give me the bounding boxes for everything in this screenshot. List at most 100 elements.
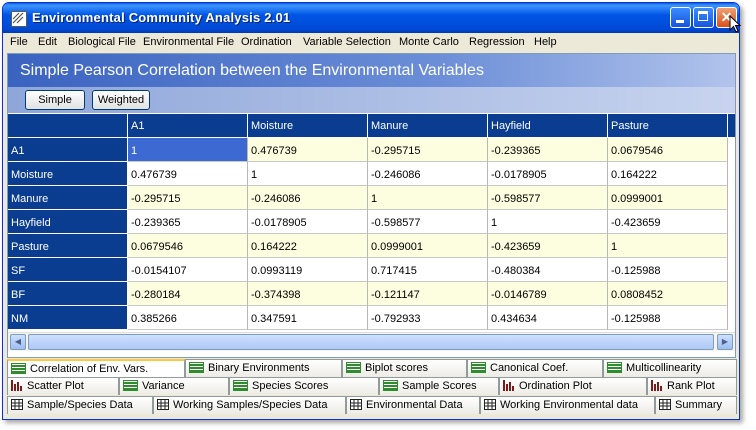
table-cell[interactable]: -0.0146789 (488, 282, 608, 306)
window-title: Environmental Community Analysis 2.01 (32, 10, 291, 25)
menu-variable-selection[interactable]: Variable Selection (303, 36, 391, 48)
table-cell[interactable]: -0.246086 (368, 162, 488, 186)
list-icon (123, 380, 138, 391)
tab-rank-plot[interactable]: Rank Plot (647, 377, 737, 395)
maximize-button[interactable] (693, 7, 714, 28)
column-header[interactable]: Moisture (248, 114, 368, 138)
row-header[interactable]: A1 (8, 138, 128, 162)
tab-binary-environments[interactable]: Binary Environments (185, 359, 342, 377)
row-header[interactable]: Moisture (8, 162, 128, 186)
table-cell[interactable]: -0.598577 (368, 210, 488, 234)
tab-variance[interactable]: Variance (119, 377, 229, 395)
table-cell[interactable]: 0.717415 (368, 258, 488, 282)
table-cell[interactable]: -0.125988 (608, 306, 728, 330)
table-icon (659, 399, 671, 410)
tab-scatter-plot[interactable]: Scatter Plot (7, 377, 119, 395)
row-header[interactable]: NM (8, 306, 128, 330)
table-cell[interactable]: -0.125988 (608, 258, 728, 282)
menu-environmental-file[interactable]: Environmental File (143, 36, 235, 48)
tab-ordination-plot[interactable]: Ordination Plot (499, 377, 647, 395)
list-icon (383, 380, 398, 391)
tab-environmental-data[interactable]: Environmental Data (346, 396, 480, 414)
scroll-right-button[interactable]: ▶ (717, 334, 733, 350)
weighted-button[interactable]: Weighted (92, 90, 150, 110)
row-header[interactable]: Manure (8, 186, 128, 210)
table-cell[interactable]: 0.0808452 (608, 282, 728, 306)
menu-ordination[interactable]: Ordination (241, 36, 292, 48)
table-cell[interactable]: 1 (608, 234, 728, 258)
table-cell[interactable]: -0.280184 (128, 282, 248, 306)
table-cell[interactable]: -0.423659 (488, 234, 608, 258)
menu-monte-carlo[interactable]: Monte Carlo (399, 36, 459, 48)
tab-working-samples-species-data[interactable]: Working Samples/Species Data (153, 396, 346, 414)
app-icon (11, 11, 27, 27)
table-row: NM 0.385266 0.347591 -0.792933 0.434634 … (8, 306, 735, 330)
minimize-button[interactable] (670, 7, 691, 28)
column-header[interactable]: Hayfield (488, 114, 608, 138)
table-cell[interactable]: 0.0993119 (248, 258, 368, 282)
table-cell[interactable]: -0.598577 (488, 186, 608, 210)
table-cell[interactable]: 1 (368, 186, 488, 210)
horizontal-scrollbar[interactable]: ◀ ▶ (8, 332, 735, 351)
table-cell[interactable]: -0.295715 (368, 138, 488, 162)
tab-biplot-scores[interactable]: Biplot scores (342, 359, 467, 377)
tab-multicollinearity[interactable]: Multicollinearity (603, 359, 737, 377)
table-cell[interactable]: -0.246086 (248, 186, 368, 210)
table-cell[interactable]: -0.239365 (128, 210, 248, 234)
table-cell[interactable]: 0.347591 (248, 306, 368, 330)
scroll-left-button[interactable]: ◀ (10, 334, 26, 350)
table-header-row: A1 Moisture Manure Hayfield Pasture (8, 114, 735, 138)
column-header[interactable]: Pasture (608, 114, 728, 138)
table-cell[interactable]: 0.164222 (248, 234, 368, 258)
tab-canonical-coef[interactable]: Canonical Coef. (467, 359, 603, 377)
table-cell[interactable]: -0.239365 (488, 138, 608, 162)
menu-bar: File Edit Biological File Environmental … (3, 33, 739, 52)
table-cell[interactable]: -0.0178905 (248, 210, 368, 234)
table-cell[interactable]: -0.295715 (128, 186, 248, 210)
menu-biological-file[interactable]: Biological File (68, 36, 136, 48)
tab-sample-species-data[interactable]: Sample/Species Data (7, 396, 153, 414)
table-cell[interactable]: 0.476739 (128, 162, 248, 186)
table-cell[interactable]: -0.480384 (488, 258, 608, 282)
table-cell[interactable]: 0.164222 (608, 162, 728, 186)
row-header[interactable]: Hayfield (8, 210, 128, 234)
menu-file[interactable]: File (10, 36, 28, 48)
tab-correlation-of-env-vars[interactable]: Correlation of Env. Vars. (7, 359, 185, 377)
menu-edit[interactable]: Edit (38, 36, 57, 48)
table-cell[interactable]: 1 (248, 162, 368, 186)
table-cell[interactable]: -0.0178905 (488, 162, 608, 186)
correlation-panel: Simple Pearson Correlation between the E… (7, 53, 736, 358)
column-header[interactable]: A1 (128, 114, 248, 138)
menu-help[interactable]: Help (534, 36, 557, 48)
table-cell[interactable]: -0.423659 (608, 210, 728, 234)
table-cell[interactable]: 0.0679546 (128, 234, 248, 258)
table-cell[interactable]: -0.374398 (248, 282, 368, 306)
row-header[interactable]: BF (8, 282, 128, 306)
table-cell[interactable]: 0.476739 (248, 138, 368, 162)
table-cell[interactable]: 0.385266 (128, 306, 248, 330)
column-header[interactable]: Manure (368, 114, 488, 138)
tab-summary[interactable]: Summary (655, 396, 737, 414)
scroll-thumb[interactable] (28, 334, 714, 350)
table-cell-selected[interactable]: 1 (128, 138, 248, 162)
table-row: Moisture 0.476739 1 -0.246086 -0.0178905… (8, 162, 735, 186)
simple-button[interactable]: Simple (25, 90, 85, 110)
table-cell[interactable]: 1 (488, 210, 608, 234)
table-cell[interactable]: 0.0679546 (608, 138, 728, 162)
table-cell[interactable]: 0.0999001 (608, 186, 728, 210)
menu-regression[interactable]: Regression (469, 36, 525, 48)
minimize-icon (676, 20, 684, 23)
list-icon (346, 362, 361, 373)
row-header[interactable]: Pasture (8, 234, 128, 258)
table-cell[interactable]: 0.434634 (488, 306, 608, 330)
tab-species-scores[interactable]: Species Scores (229, 377, 379, 395)
row-header[interactable]: SF (8, 258, 128, 282)
table-icon (11, 399, 23, 410)
table-cell[interactable]: -0.121147 (368, 282, 488, 306)
tab-working-environmental-data[interactable]: Working Environmental data (480, 396, 655, 414)
table-cell[interactable]: -0.0154107 (128, 258, 248, 282)
table-cell[interactable]: -0.792933 (368, 306, 488, 330)
table-cell[interactable]: 0.0999001 (368, 234, 488, 258)
tab-sample-scores[interactable]: Sample Scores (379, 377, 499, 395)
title-bar[interactable]: Environmental Community Analysis 2.01 ✕ (3, 3, 739, 33)
